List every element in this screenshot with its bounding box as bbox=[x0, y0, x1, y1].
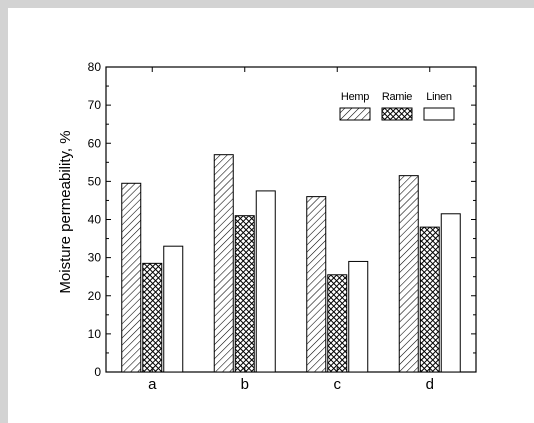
y-tick-label: 30 bbox=[88, 251, 102, 265]
legend-swatch-hemp bbox=[340, 108, 370, 120]
y-tick-label: 20 bbox=[88, 289, 102, 303]
y-tick-label: 50 bbox=[88, 174, 102, 188]
bar-linen-c bbox=[349, 261, 368, 372]
y-tick-label: 70 bbox=[88, 98, 102, 112]
bar-hemp-d bbox=[399, 176, 418, 372]
legend-label-ramie: Ramie bbox=[382, 91, 412, 103]
bar-ramie-d bbox=[420, 227, 439, 372]
x-category-label: c bbox=[334, 376, 342, 393]
x-category-label: b bbox=[241, 376, 249, 393]
y-axis-title: Moisture permeability, % bbox=[57, 130, 74, 293]
y-tick-label: 60 bbox=[88, 136, 102, 150]
y-tick-label: 80 bbox=[88, 60, 102, 74]
legend-label-linen: Linen bbox=[426, 91, 452, 103]
bar-linen-d bbox=[441, 214, 460, 372]
legend-label-hemp: Hemp bbox=[341, 91, 369, 103]
bar-ramie-c bbox=[328, 275, 347, 372]
x-category-label: d bbox=[426, 376, 434, 393]
bar-linen-b bbox=[256, 191, 275, 372]
x-category-label: a bbox=[148, 376, 157, 393]
bar-hemp-b bbox=[214, 155, 233, 372]
legend-swatch-ramie bbox=[382, 108, 412, 120]
bar-ramie-a bbox=[143, 263, 162, 372]
bar-hemp-a bbox=[122, 183, 141, 372]
y-tick-label: 10 bbox=[88, 327, 102, 341]
bar-ramie-b bbox=[235, 216, 254, 372]
y-tick-label: 0 bbox=[94, 365, 101, 379]
bar-linen-a bbox=[164, 246, 183, 372]
bar-hemp-c bbox=[307, 197, 326, 372]
legend-swatch-linen bbox=[424, 108, 454, 120]
y-tick-label: 40 bbox=[88, 213, 102, 227]
